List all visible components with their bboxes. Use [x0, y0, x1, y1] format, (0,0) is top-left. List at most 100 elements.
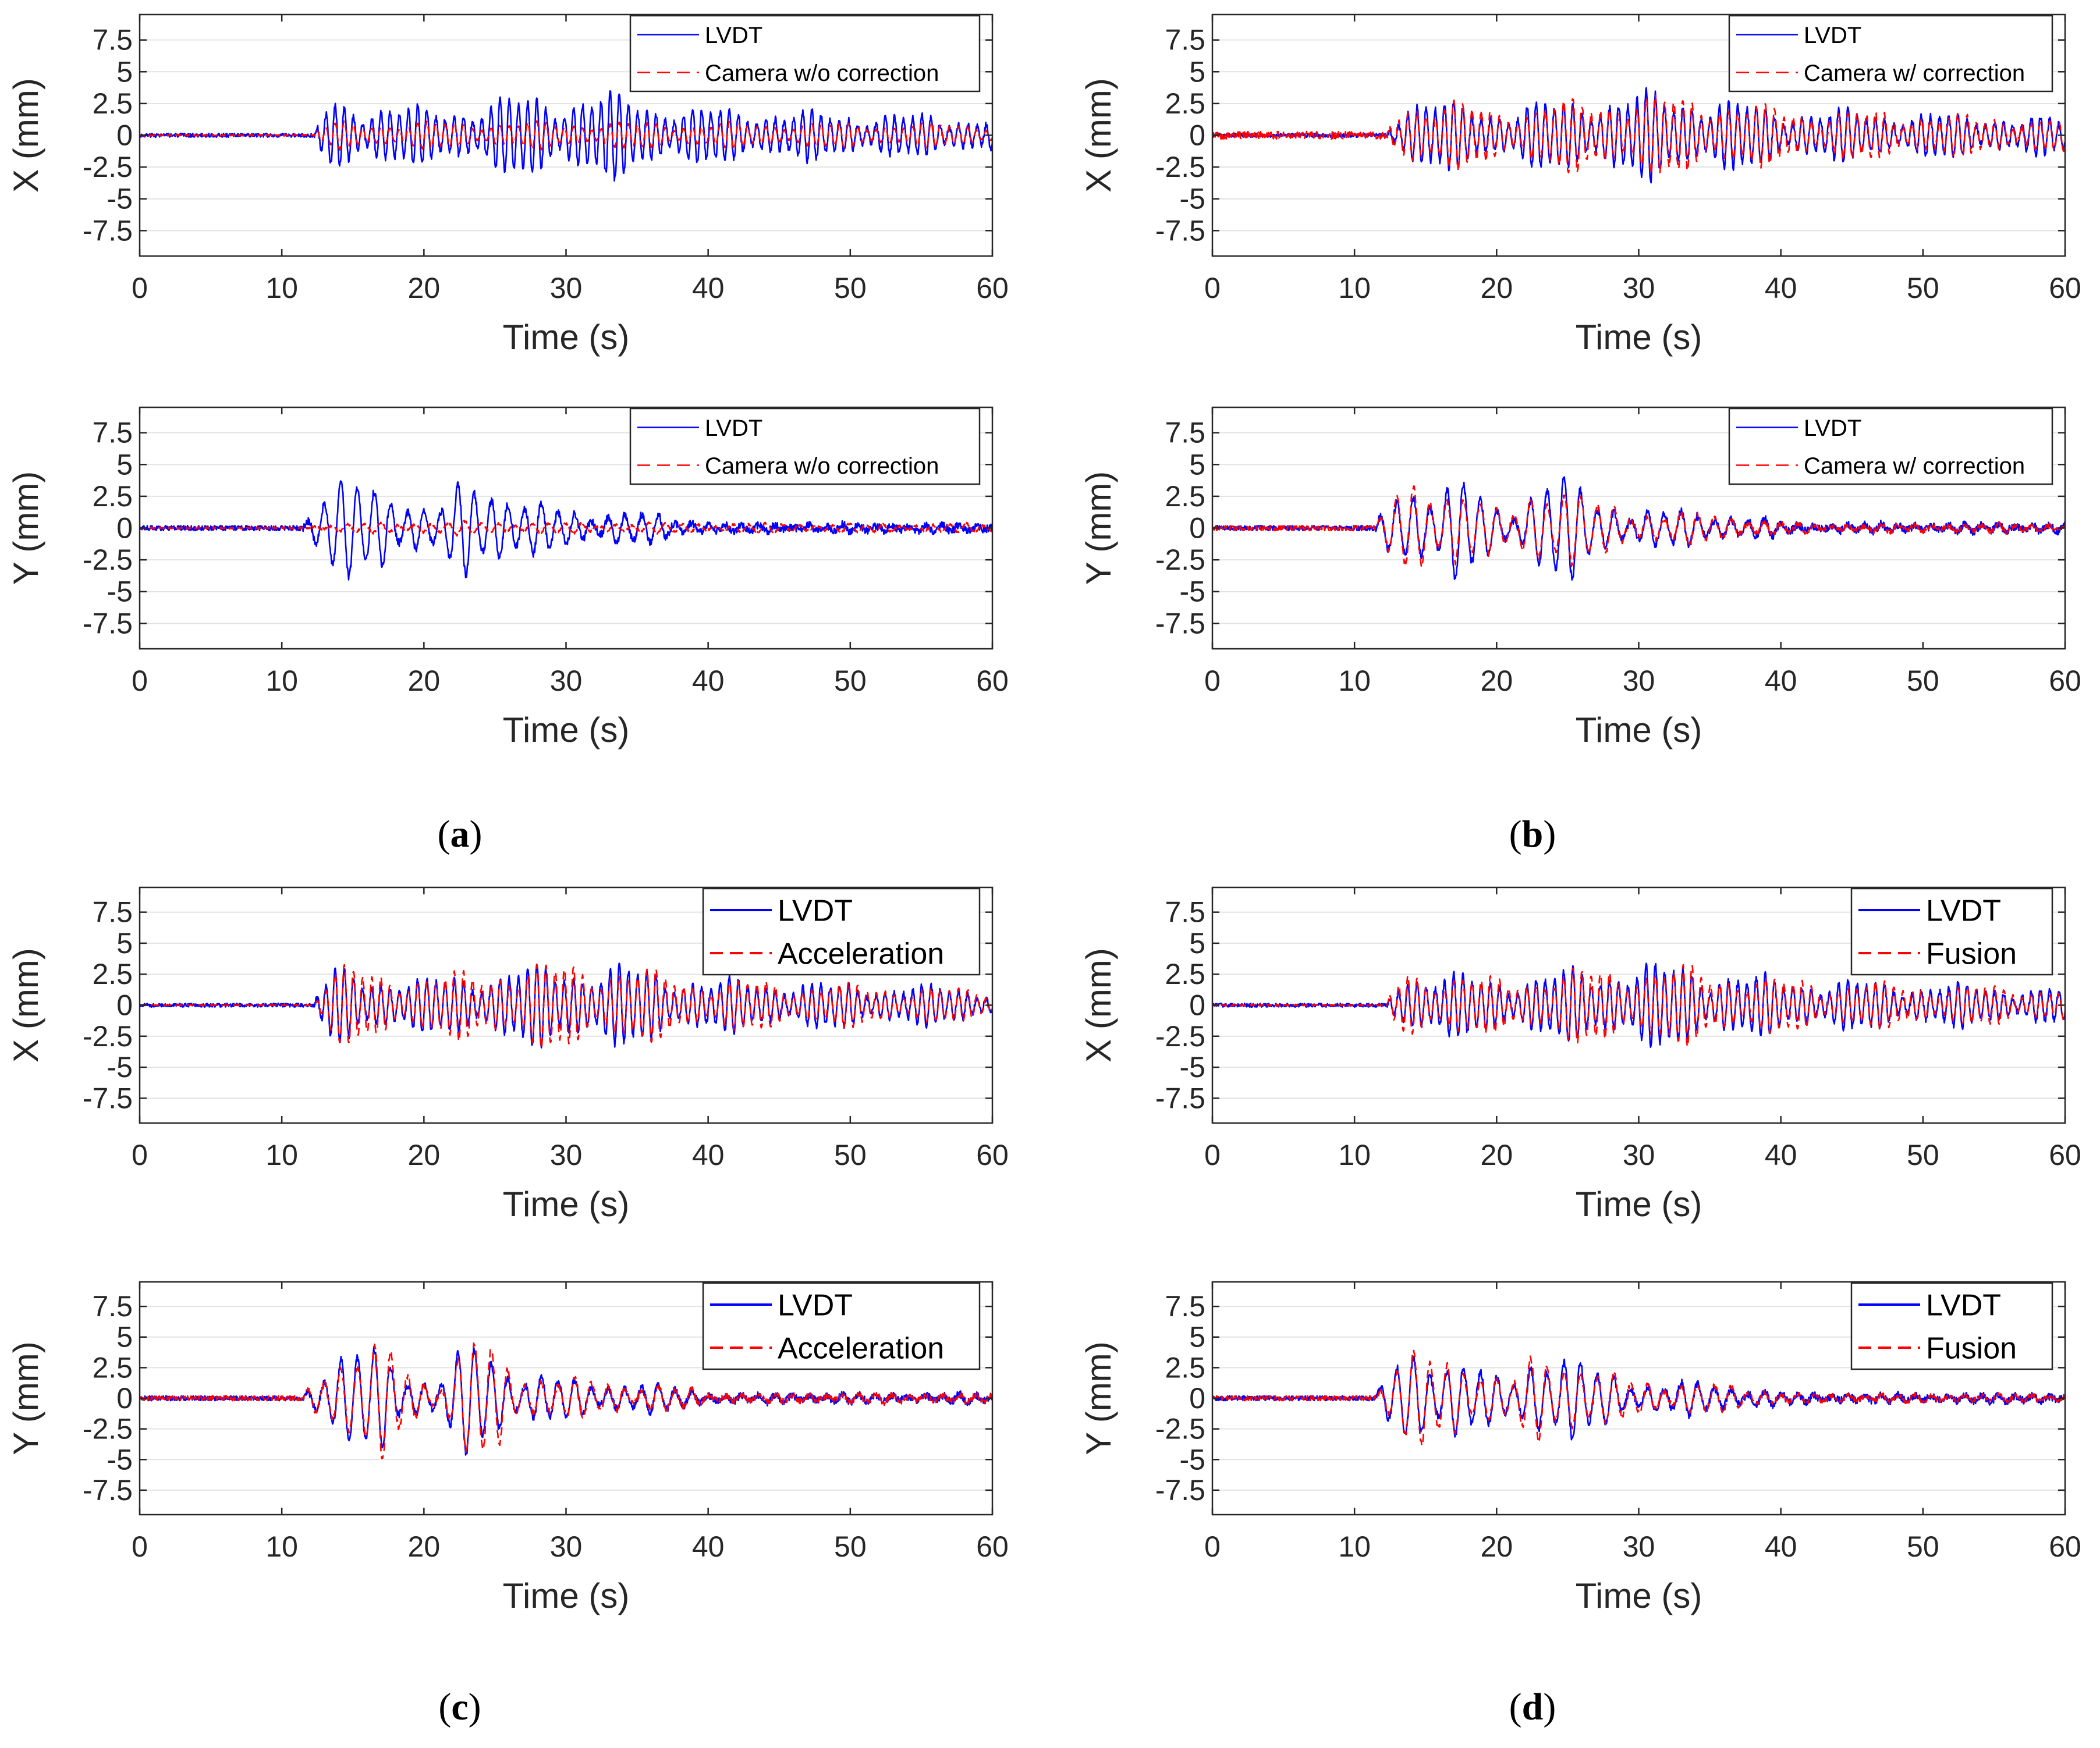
series-line-lvdt: [140, 90, 992, 182]
x-tick-label: 10: [1338, 665, 1371, 697]
y-axis-label: Y (mm): [6, 471, 45, 585]
y-axis-label: Y (mm): [6, 1341, 45, 1455]
y-tick-label: -2.5: [1155, 1020, 1205, 1053]
series-line-fusion: [1212, 964, 2065, 1047]
x-tick-label: 20: [1481, 1139, 1513, 1171]
y-axis-label: Y (mm): [1079, 1341, 1118, 1455]
y-tick-label: 7.5: [92, 896, 133, 929]
y-tick-label: -2.5: [83, 1413, 133, 1445]
y-tick-label: -7.5: [1155, 214, 1205, 247]
legend-box: [1728, 15, 2053, 93]
x-tick-label: 0: [1204, 1530, 1221, 1563]
y-tick-label: -7.5: [1155, 607, 1205, 639]
x-tick-label: 10: [1338, 1530, 1371, 1563]
y-tick-label: 0: [116, 119, 133, 152]
legend-box: [1850, 887, 2053, 976]
y-tick-label: 5: [116, 927, 133, 960]
x-tick-label: 40: [1765, 1139, 1797, 1171]
y-axis-label: Y (mm): [1079, 471, 1118, 585]
series-line-camera-w-correction: [1212, 94, 2065, 175]
series-line-acceleration: [140, 964, 992, 1049]
legend-label-acceleration: Acceleration: [778, 937, 944, 971]
x-tick-label: 60: [976, 665, 1009, 697]
y-tick-label: 2.5: [92, 1351, 133, 1384]
y-tick-label: -2.5: [83, 151, 133, 183]
x-tick-label: 30: [550, 665, 583, 697]
x-axis-label: Time (s): [503, 710, 630, 749]
series-line-fusion: [1212, 1349, 2065, 1447]
y-tick-label: -5: [1180, 1443, 1205, 1476]
x-tick-label: 40: [1765, 1530, 1797, 1563]
x-tick-label: 30: [1623, 1139, 1655, 1171]
y-tick-label: -5: [107, 183, 133, 215]
legend-label-fusion: Fusion: [1926, 937, 2017, 971]
x-tick-label: 20: [408, 1530, 441, 1563]
x-tick-label: 20: [408, 665, 441, 697]
y-tick-label: -7.5: [83, 214, 133, 247]
y-tick-label: 0: [116, 989, 133, 1022]
legend-box: [629, 407, 981, 485]
y-tick-label: 2.5: [1165, 480, 1205, 513]
series-line-lvdt: [1212, 1355, 2065, 1441]
y-tick-label: -2.5: [83, 1020, 133, 1053]
x-tick-label: 40: [692, 1139, 725, 1171]
y-tick-label: -7.5: [1155, 1474, 1205, 1507]
y-tick-label: 5: [116, 1321, 133, 1353]
legend-label-lvdt: LVDT: [705, 23, 762, 48]
y-tick-label: 2.5: [1165, 1351, 1205, 1384]
x-tick-label: 60: [2049, 1139, 2081, 1171]
y-tick-label: -5: [107, 575, 133, 608]
series-line-lvdt: [140, 480, 992, 581]
y-axis-label: X (mm): [6, 78, 45, 193]
x-axis-label: Time (s): [503, 318, 630, 357]
y-tick-label: -5: [1180, 575, 1205, 608]
y-tick-label: -2.5: [1155, 543, 1205, 576]
y-tick-label: 7.5: [1165, 1290, 1205, 1323]
x-tick-label: 50: [834, 272, 867, 304]
x-tick-label: 40: [692, 272, 725, 304]
x-tick-label: 10: [265, 1530, 298, 1563]
legend-box: [702, 887, 981, 976]
legend-label-lvdt: LVDT: [705, 415, 762, 441]
y-tick-label: -7.5: [83, 1082, 133, 1114]
x-tick-label: 30: [550, 1139, 583, 1171]
x-tick-label: 40: [692, 665, 725, 697]
legend-box: [1728, 407, 2053, 485]
y-tick-label: 0: [116, 1382, 133, 1415]
x-axis-label: Time (s): [1576, 318, 1702, 357]
x-axis-label: Time (s): [503, 1576, 630, 1615]
x-tick-label: 60: [2049, 1530, 2081, 1563]
x-tick-label: 20: [1481, 272, 1513, 304]
y-tick-label: 5: [1189, 1321, 1205, 1353]
y-tick-label: -2.5: [1155, 1413, 1205, 1445]
x-tick-label: 10: [1338, 1139, 1371, 1171]
x-tick-label: 30: [550, 272, 583, 304]
panel-label-a: (a): [438, 813, 483, 855]
series-line-lvdt: [1212, 962, 2065, 1048]
legend-box: [1850, 1282, 2053, 1370]
y-tick-label: 0: [1189, 512, 1205, 545]
x-tick-label: 0: [132, 1530, 148, 1563]
y-tick-label: 2.5: [92, 87, 133, 120]
x-tick-label: 0: [1204, 665, 1221, 697]
y-tick-label: 5: [1189, 55, 1205, 88]
y-tick-label: 7.5: [92, 1290, 133, 1323]
x-axis-label: Time (s): [1576, 710, 1702, 749]
y-tick-label: 7.5: [1165, 24, 1205, 56]
x-tick-label: 30: [1623, 1530, 1655, 1563]
y-axis-label: X (mm): [6, 948, 45, 1063]
series-line-camera-w-o-correction: [140, 520, 992, 537]
x-tick-label: 0: [1204, 1139, 1221, 1171]
y-tick-label: 5: [1189, 448, 1205, 481]
x-tick-label: 20: [1481, 665, 1513, 697]
x-tick-label: 10: [265, 665, 298, 697]
y-tick-label: -2.5: [83, 543, 133, 576]
y-tick-label: -5: [107, 1051, 133, 1083]
